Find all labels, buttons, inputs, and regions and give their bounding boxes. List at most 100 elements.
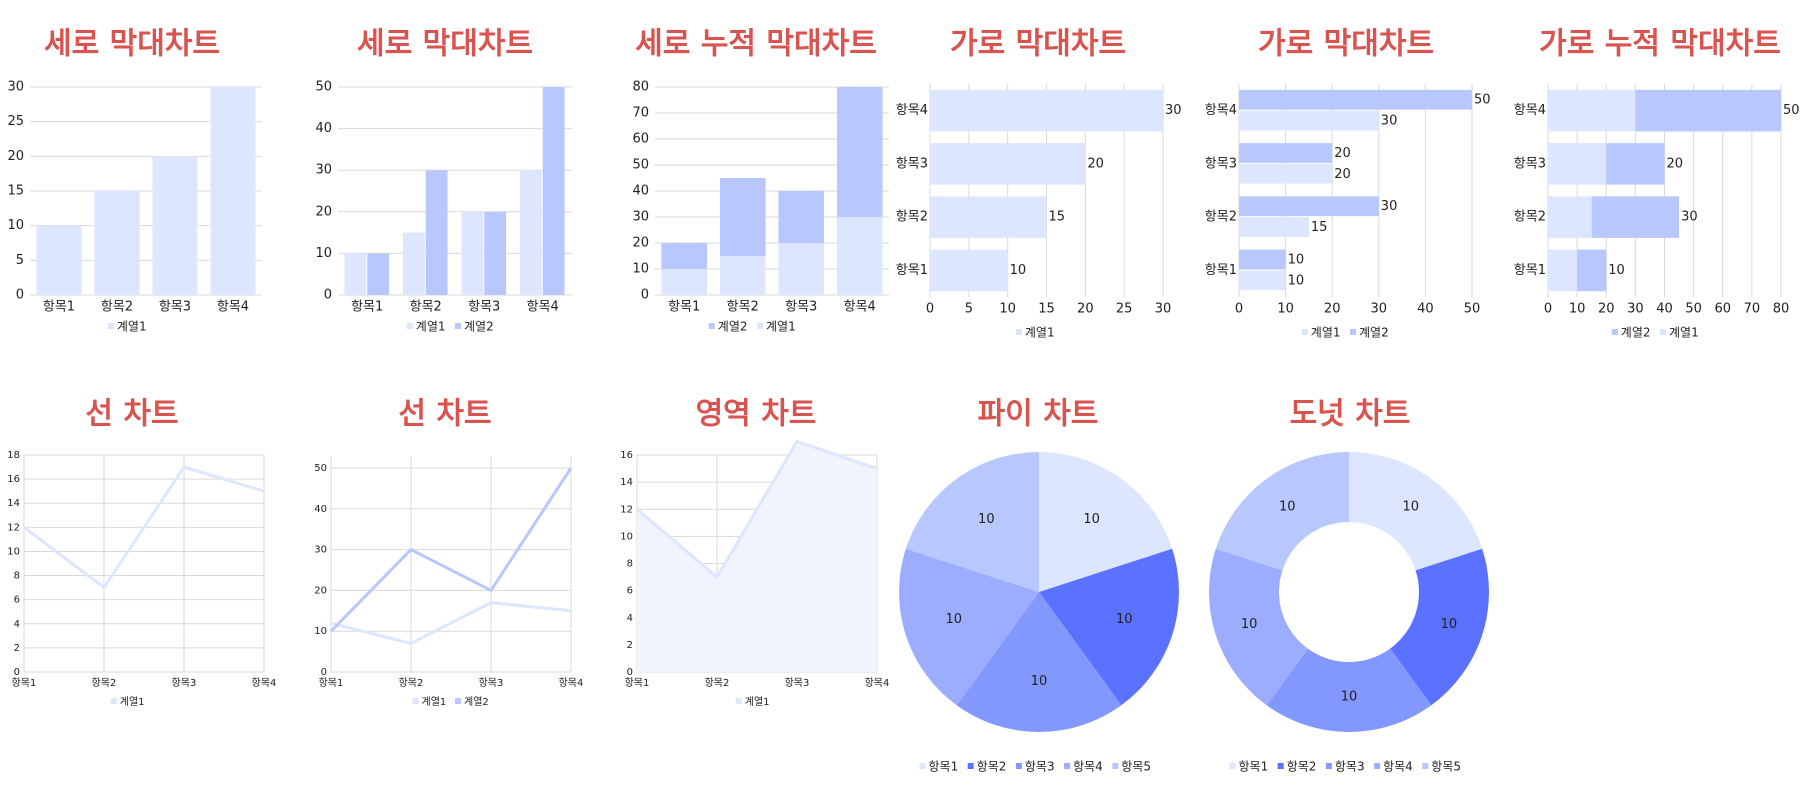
- chart-c4: 가로 막대차트 0 5 10 15 20 25 30 항목1 항목2 항목3 항목4 10 15 20 30 계…: [896, 27, 1182, 340]
- y-tick-label: 20: [632, 236, 649, 251]
- series-line-2: [329, 467, 573, 633]
- chart-title: 세로 막대차트: [44, 27, 220, 62]
- x-tick-label: 항목1: [319, 677, 344, 689]
- chart-c6: 가로 누적 막대차트 0 10 20 30 40 50 60 70 80 항목1 항목2 항목3 항목4 1…: [1514, 27, 1800, 340]
- pie-slice: [1215, 452, 1349, 571]
- y-tick-label: 4: [14, 619, 20, 630]
- bar: [778, 243, 825, 295]
- legend-swatch: [455, 323, 461, 329]
- bar: [344, 253, 367, 295]
- bar: [1239, 196, 1379, 217]
- bar: [1591, 196, 1680, 238]
- x-tick-label: 10: [1277, 302, 1294, 317]
- x-tick-label: 항목4: [527, 300, 559, 315]
- y-tick-label: 항목1: [1514, 263, 1546, 278]
- x-tick-label: 30: [1371, 302, 1388, 317]
- y-tick-label: 16: [7, 474, 20, 485]
- y-tick-label: 30: [632, 210, 649, 225]
- legend-label: 항목4: [1073, 760, 1103, 774]
- bar: [930, 249, 1008, 292]
- x-tick-label: 항목4: [217, 300, 249, 315]
- data-label: 10: [1288, 273, 1305, 288]
- pie-slice: [1349, 452, 1483, 571]
- bar: [1606, 143, 1665, 185]
- data-label: 10: [1241, 617, 1258, 632]
- legend-label: 항목3: [1335, 760, 1365, 774]
- pie-slice: [1390, 548, 1489, 706]
- chart-title: 세로 누적 막대차트: [635, 27, 877, 62]
- x-tick-label: 5: [965, 302, 973, 317]
- pie-slice: [905, 452, 1039, 592]
- bar: [1239, 270, 1286, 291]
- data-label: 10: [1608, 263, 1625, 278]
- y-tick-label: 40: [314, 504, 327, 515]
- y-tick-label: 70: [632, 106, 649, 121]
- y-tick-label: 10: [314, 626, 327, 637]
- y-tick-label: 10: [315, 246, 332, 261]
- y-tick-label: 10: [7, 218, 24, 233]
- data-label: 10: [978, 512, 995, 527]
- legend-swatch: [919, 763, 926, 769]
- legend-swatch: [1277, 763, 1284, 769]
- data-label: 20: [1334, 167, 1351, 182]
- y-tick-label: 20: [7, 149, 24, 164]
- x-tick-label: 항목1: [668, 300, 700, 315]
- y-tick-label: 25: [7, 114, 24, 129]
- legend-swatch: [1229, 763, 1236, 769]
- x-tick-label: 항목3: [468, 300, 500, 315]
- legend-swatch: [708, 323, 715, 329]
- bar: [461, 211, 484, 295]
- y-tick-label: 4: [627, 613, 633, 624]
- chart-c10: 파이 차트 10 10 10 10 10 항목1 항목2 항목3 항목4 항목5: [899, 397, 1179, 774]
- legend-swatch: [1374, 763, 1381, 769]
- legend-swatch: [107, 323, 114, 329]
- y-tick-label: 항목1: [1205, 263, 1237, 278]
- y-tick-label: 항목2: [1205, 210, 1237, 225]
- chart-title: 선 차트: [398, 397, 491, 432]
- series-line-1: [636, 439, 878, 579]
- x-tick-label: 항목3: [159, 300, 191, 315]
- y-tick-label: 0: [16, 288, 24, 303]
- chart-title: 세로 막대차트: [357, 27, 533, 62]
- x-tick-label: 0: [1235, 302, 1243, 317]
- legend-swatch: [1112, 763, 1119, 769]
- x-tick-label: 10: [999, 302, 1016, 317]
- legend-swatch: [1611, 329, 1618, 335]
- y-tick-label: 0: [321, 667, 327, 678]
- legend-swatch: [406, 323, 413, 329]
- x-tick-label: 항목1: [625, 677, 650, 689]
- legend-swatch: [1325, 763, 1332, 769]
- y-tick-label: 10: [632, 262, 649, 277]
- y-tick-label: 0: [641, 288, 649, 303]
- chart-c5: 가로 막대차트 0 10 20 30 40 50 항목1 항목2 항목3 항목4 10 10 15 30 20…: [1205, 27, 1491, 340]
- y-tick-label: 40: [315, 121, 332, 136]
- pie-slice: [1209, 548, 1308, 706]
- chart-c11: 도넛 차트 10 10 10 10 10 항목1 항목2 항목3 항목4 항목5: [1209, 397, 1489, 774]
- bar: [94, 191, 140, 295]
- chart-c2: 세로 막대차트 0 10 20 30 40 50 항목1 항목2 항목3 항목4 계열1 계열2: [315, 27, 572, 334]
- legend-label: 항목4: [1383, 760, 1413, 774]
- legend-label: 계열2: [1621, 326, 1651, 340]
- y-tick-label: 60: [632, 132, 649, 147]
- data-label: 10: [1083, 512, 1100, 527]
- data-label: 10: [1279, 500, 1296, 515]
- bar: [1239, 163, 1333, 184]
- y-tick-label: 8: [627, 559, 633, 570]
- x-tick-label: 40: [1417, 302, 1434, 317]
- legend-label: 계열1: [1669, 326, 1699, 340]
- y-tick-label: 항목4: [1514, 103, 1546, 118]
- data-label: 30: [1381, 199, 1398, 214]
- chart-title: 도넛 차트: [1290, 397, 1411, 432]
- y-tick-label: 16: [620, 450, 633, 461]
- x-tick-label: 항목4: [252, 677, 277, 689]
- y-tick-label: 2: [14, 643, 20, 654]
- legend-label: 계열2: [464, 320, 494, 334]
- x-tick-label: 항목2: [705, 677, 730, 689]
- x-tick-label: 0: [1544, 302, 1552, 317]
- legend-label: 항목1: [1239, 760, 1269, 774]
- x-tick-label: 70: [1744, 302, 1761, 317]
- legend-label: 항목1: [929, 760, 959, 774]
- y-tick-label: 10: [620, 531, 633, 542]
- bar: [719, 178, 766, 256]
- area-fill: [637, 441, 877, 672]
